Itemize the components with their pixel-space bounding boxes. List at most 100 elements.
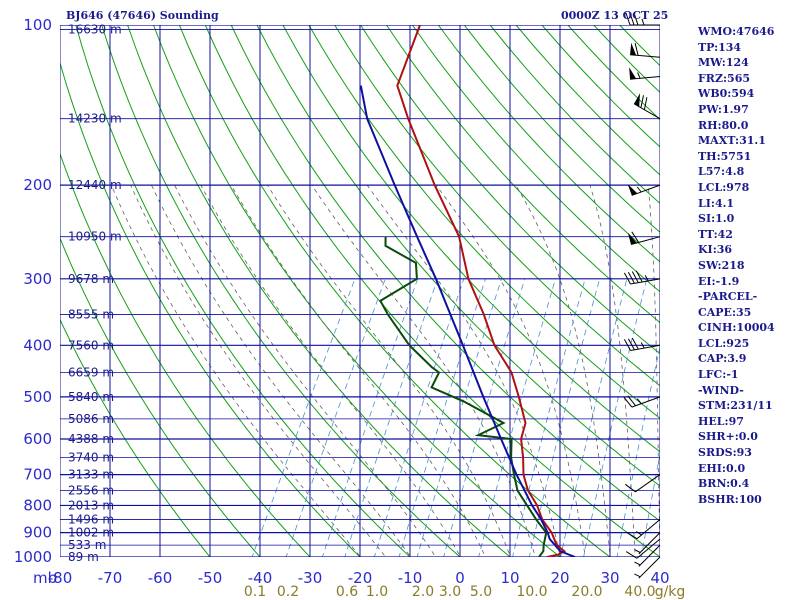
wind-barb-flag <box>631 271 639 283</box>
wind-barb-flag <box>631 337 639 350</box>
temperature-tick-label: -30 <box>298 569 323 587</box>
wind-barb-halfflag <box>634 573 641 578</box>
temperature-tick-label: -40 <box>248 569 273 587</box>
wind-barb-staff <box>635 474 661 493</box>
index-item: MW:124 <box>698 56 749 70</box>
mixing-ratio-label: 0.6 <box>336 584 358 600</box>
index-item: WMO:47646 <box>698 25 775 38</box>
dry-adiabat-line <box>60 61 361 557</box>
moist-adiabat-line <box>589 184 636 557</box>
wind-barb-flag <box>633 12 639 26</box>
index-item: CAPE:35 <box>698 305 752 319</box>
adiabat-lines <box>60 25 660 557</box>
index-item: WB0:594 <box>698 87 755 101</box>
mixing-ratio-line <box>285 278 386 557</box>
wind-barb-pennant <box>627 184 638 196</box>
wind-barb-staff <box>638 544 661 567</box>
height-level-label: 3740 m <box>68 451 114 465</box>
dry-adiabat-line <box>60 152 311 557</box>
dry-adiabat-line <box>411 25 660 293</box>
wind-barb-flag <box>627 395 636 407</box>
height-level-label: 7560 m <box>68 338 114 352</box>
wind-barb-staff <box>630 54 661 58</box>
index-item: RH:80.0 <box>698 118 749 132</box>
index-item: FRZ:565 <box>698 71 751 85</box>
dewpoint-profile <box>379 236 548 557</box>
mixing-ratio-line <box>512 278 586 557</box>
height-level-label: 5086 m <box>68 412 114 426</box>
index-item: TP:134 <box>698 40 742 54</box>
grid-lines <box>60 25 660 557</box>
pressure-tick-label: 400 <box>23 336 52 354</box>
wind-barb-halfflag <box>640 342 645 349</box>
mixing-ratio-line <box>344 278 438 557</box>
pressure-tick-label: 900 <box>23 524 52 542</box>
wind-barbs <box>623 12 661 579</box>
moist-adiabat-line <box>110 184 362 557</box>
wind-barb-flag <box>623 396 633 408</box>
mixing-ratio-line <box>640 452 660 557</box>
wind-barb-halfflag <box>641 18 645 26</box>
height-level-label: 2013 m <box>68 498 114 512</box>
index-item: MAXT:31.1 <box>698 134 766 148</box>
dry-adiabat-line <box>204 25 660 557</box>
wind-barb <box>633 93 661 120</box>
wind-barb <box>627 184 661 196</box>
sounding-profiles <box>359 25 576 557</box>
wind-barb-halfflag <box>634 549 641 553</box>
wind-barb-flag <box>629 12 635 26</box>
dry-adiabat-line <box>230 25 660 522</box>
pressure-tick-label: 800 <box>23 496 52 514</box>
temperature-tick-label: 10 <box>500 569 519 587</box>
wind-barb-pennant <box>630 42 637 56</box>
temperature-tick-label: 30 <box>600 569 619 587</box>
temperature-tick-label: -20 <box>348 569 373 587</box>
moist-adiabat-line <box>267 184 511 557</box>
mixing-ratio-label: 2.0 <box>412 584 434 600</box>
wind-barb-staff <box>638 556 661 579</box>
height-level-label: 2556 m <box>68 484 114 498</box>
mixing-ratio-line <box>321 278 419 557</box>
index-item: EHI:0.0 <box>698 461 746 475</box>
wind-barb <box>630 42 661 58</box>
mixing-ratio-line <box>478 278 556 557</box>
index-item: PW:1.97 <box>698 102 749 116</box>
wind-barb-flag <box>643 97 648 110</box>
moist-adiabat-line <box>174 184 437 557</box>
mixing-ratio-line <box>398 278 486 557</box>
wind-barb-staff <box>638 532 661 555</box>
moist-adiabat-line <box>200 184 461 557</box>
dry-adiabat-line <box>178 25 611 557</box>
wind-barb <box>634 544 661 567</box>
moist-adiabat-line <box>151 184 412 557</box>
pressure-tick-label: 500 <box>23 388 52 406</box>
wind-barb-flag <box>625 483 636 493</box>
height-level-label: 14230 m <box>68 112 122 126</box>
dry-adiabat-line <box>282 25 660 453</box>
mixing-ratio-label: 3.0 <box>439 584 461 600</box>
height-level-label: 10950 m <box>68 230 122 244</box>
mixing-ratio-label: 0.2 <box>277 584 299 600</box>
wind-barb <box>634 532 661 555</box>
temperature-tick-label: 40 <box>650 569 669 587</box>
temperature-tick-label: -10 <box>398 569 423 587</box>
mixing-ratio-line <box>616 345 660 557</box>
pressure-tick-label: 300 <box>23 270 52 288</box>
temperature-tick-label: -80 <box>48 569 73 587</box>
pressure-tick-label: 1000 <box>14 548 52 566</box>
dry-adiabat-line <box>101 25 461 557</box>
index-item: EI:-1.9 <box>698 274 740 288</box>
height-level-label: 8555 m <box>68 307 114 321</box>
mixing-ratio-line <box>373 278 465 557</box>
dry-adiabat-line <box>60 318 211 557</box>
index-item: -WIND- <box>698 383 744 397</box>
wind-barb-flag <box>623 339 631 351</box>
wind-barb-halfflag <box>636 398 642 405</box>
wind-barb-staff <box>636 538 661 559</box>
wind-barb <box>623 270 661 285</box>
chart-title: BJ646 (47646) Sounding <box>66 9 219 22</box>
moist-adiabat-line <box>366 184 561 557</box>
height-level-label: 9678 m <box>68 272 114 286</box>
